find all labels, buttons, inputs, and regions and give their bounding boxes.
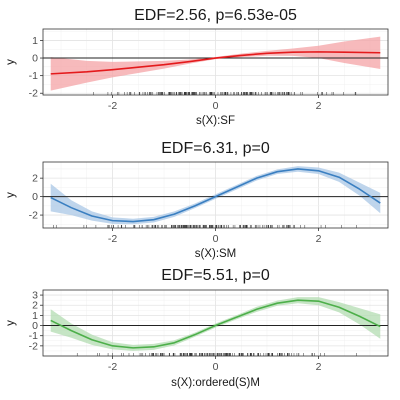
y-axis-label: y — [5, 192, 17, 198]
rug — [53, 225, 357, 228]
y-tick-label: 1 — [32, 310, 38, 322]
panel-title: EDF=2.56, p=6.53e-05 — [134, 7, 297, 24]
confidence-band — [50, 297, 381, 351]
smooth-line — [50, 299, 381, 349]
panel-1: -2 0 2 -2 -1 0 1 EDF=2.56, p=6.53e-05 s(X):SF y — [5, 7, 389, 127]
confidence-band — [50, 166, 381, 225]
x-tick-label: 0 — [213, 100, 219, 112]
x-axis-label: s(X):ordered(S)M — [171, 377, 260, 389]
x-tick-label: 2 — [316, 100, 322, 112]
y-tick-label: 0 — [32, 53, 38, 65]
y-tick-label: 2 — [32, 300, 38, 312]
rug — [76, 353, 357, 356]
panel-title: EDF=6.31, p=0 — [161, 140, 270, 157]
x-tick-label: 0 — [213, 361, 219, 373]
y-tick-label: -2 — [29, 210, 38, 222]
y-axis-label: y — [5, 59, 17, 65]
panel-title: EDF=5.51, p=0 — [161, 267, 270, 284]
x-axis-label: s(X):SM — [195, 248, 237, 260]
y-tick-label: -2 — [29, 340, 38, 352]
smooth-line — [50, 168, 381, 223]
y-tick-label: -2 — [29, 88, 38, 100]
x-tick-label: -2 — [108, 100, 117, 112]
y-axis-label: y — [5, 320, 17, 326]
x-tick-label: 0 — [213, 233, 219, 245]
x-tick-label: 2 — [316, 361, 322, 373]
smooth-line — [50, 51, 381, 75]
x-tick-label: 2 — [316, 233, 322, 245]
y-tick-label: 0 — [32, 191, 38, 203]
y-tick-label: 3 — [32, 290, 38, 302]
confidence-band — [50, 36, 381, 91]
y-tick-label: 0 — [32, 320, 38, 332]
y-tick-label: 1 — [32, 35, 38, 47]
x-tick-label: -2 — [108, 233, 117, 245]
rug — [93, 92, 357, 95]
panel-2: -2 0 2 -2 0 2 EDF=6.31, p=0 s(X):SM y — [5, 140, 389, 260]
y-tick-label: 2 — [32, 173, 38, 185]
y-tick-label: -1 — [29, 70, 38, 82]
x-axis-label: s(X):SF — [196, 115, 235, 127]
x-tick-label: -2 — [108, 361, 117, 373]
y-tick-label: -1 — [29, 330, 38, 342]
